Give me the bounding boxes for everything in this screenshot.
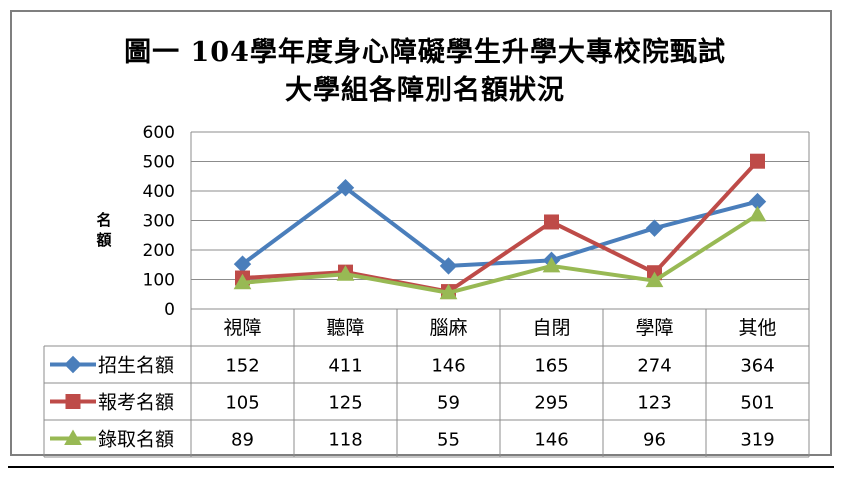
y-tick-label: 500 [143, 153, 175, 173]
data-label: 165 [534, 356, 568, 377]
data-label: 59 [437, 393, 460, 414]
chart-title: 圖一 104學年度身心障礙學生升學大專校院甄試 [124, 37, 726, 68]
data-label: 146 [431, 356, 465, 377]
y-tick-label: 600 [143, 123, 175, 143]
data-label: 96 [643, 430, 666, 451]
data-point [544, 214, 559, 230]
data-point [748, 205, 767, 222]
data-label: 364 [740, 356, 774, 377]
bottom-rule [8, 466, 834, 468]
data-label: 105 [225, 393, 259, 414]
data-point [542, 256, 561, 273]
data-label: 125 [328, 393, 362, 414]
chart-frame [10, 10, 832, 456]
legend-label: 錄取名額 [98, 429, 174, 451]
x-tick-label: 腦麻 [429, 317, 467, 339]
data-point [336, 179, 355, 197]
legend-label: 招生名額 [98, 355, 174, 377]
series-line [241, 185, 758, 268]
x-tick-label: 其他 [738, 317, 776, 339]
data-label: 152 [225, 356, 259, 377]
data-point [645, 271, 664, 288]
data-label: 501 [740, 393, 774, 414]
data-label: 118 [328, 430, 362, 451]
legend-label: 報考名額 [98, 392, 174, 414]
data-label: 274 [637, 356, 671, 377]
data-point [439, 257, 458, 275]
data-label: 123 [637, 393, 671, 414]
data-point [336, 265, 355, 281]
chart-subtitle: 大學組各障別名額狀況 [285, 75, 565, 106]
y-tick-label: 200 [143, 241, 175, 261]
data-point [645, 219, 664, 237]
x-tick-label: 自閉 [532, 317, 570, 339]
y-tick-label: 300 [143, 212, 175, 232]
y-tick-label: 100 [143, 271, 175, 291]
y-tick-label: 0 [164, 300, 175, 320]
legend-key-marker [65, 394, 81, 409]
data-label: 55 [437, 430, 460, 451]
data-label: 295 [534, 393, 568, 414]
data-label: 411 [328, 356, 362, 377]
legend-key-marker [64, 355, 82, 374]
series-line [242, 159, 759, 294]
data-label: 319 [740, 430, 774, 451]
data-label: 146 [534, 430, 568, 451]
data-label: 89 [231, 430, 254, 451]
legend-key-marker [64, 429, 82, 445]
x-tick-label: 視障 [223, 317, 261, 339]
x-tick-label: 學障 [635, 317, 673, 339]
data-point [439, 283, 458, 300]
data-point [750, 153, 765, 169]
data-point [233, 273, 252, 290]
y-tick-label: 400 [143, 182, 175, 202]
x-tick-label: 聽障 [326, 317, 364, 339]
y-axis-label: 名額 [96, 211, 112, 249]
series-line [242, 213, 759, 295]
